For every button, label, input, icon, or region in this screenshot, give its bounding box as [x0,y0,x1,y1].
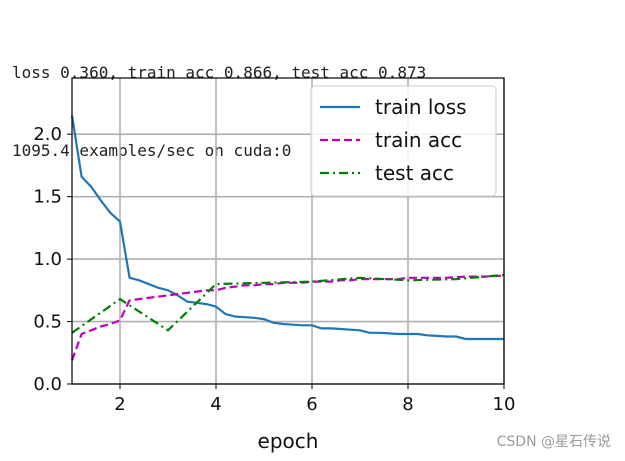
x-tick-label: 8 [402,394,413,415]
axis-ticks: 2 4 6 8 10 0.0 0.5 1.0 1.5 2.0 [33,124,515,415]
legend-entry-label: train acc [375,128,462,152]
plot-frame [71,77,505,385]
legend-entry-label: train loss [375,95,467,119]
console-output: loss 0.360, train acc 0.866, test acc 0.… [12,8,426,190]
series-lines [70,115,505,361]
legend-box [310,85,497,197]
x-tick-label: 4 [210,394,221,415]
x-tick-label: 10 [493,394,516,415]
series-test-acc-line [71,273,505,334]
series-train-acc-line [70,274,505,361]
x-axis-label: epoch [258,429,319,453]
console-line-throughput: 1095.4 examples/sec on cuda:0 [12,141,292,160]
y-tick-label: 0.5 [33,312,62,333]
series-train-loss-line [70,115,504,341]
watermark: CSDN @星石传说 [496,434,611,450]
y-tick-label: 1.5 [33,187,62,208]
y-tick-label: 1.0 [33,249,62,270]
x-tick-label: 2 [114,394,125,415]
x-tick-label: 6 [306,394,317,415]
legend: train loss train acc test acc [310,85,497,197]
console-line-metrics: loss 0.360, train acc 0.866, test acc 0.… [12,63,427,82]
legend-entry-label: test acc [375,161,454,185]
y-tick-label: 0.0 [33,374,62,395]
y-tick-label: 2.0 [33,124,62,145]
